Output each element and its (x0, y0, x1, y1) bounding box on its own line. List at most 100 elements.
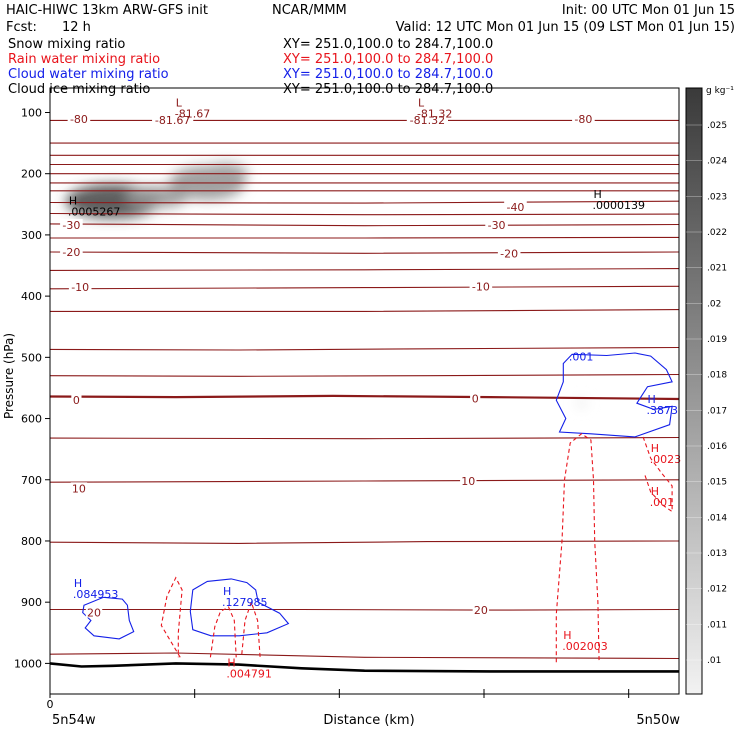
snow-shading (65, 162, 588, 409)
isotherm-label-bg (67, 113, 91, 125)
extremum-value: .002003 (562, 640, 608, 653)
extremum-value: .127985 (222, 596, 268, 609)
isotherm-label: 0 (472, 392, 479, 405)
colorbar-label: .012 (707, 585, 727, 595)
isotherm-label-bg (460, 474, 477, 486)
x-end-label: 5n50w (636, 713, 680, 728)
x-axis (49, 689, 630, 698)
extremum-marker: H (223, 585, 231, 598)
isotherm-label: -40 (506, 201, 524, 214)
plot-area: .001 -80 -80-81.67 -81.32-40-30 -30-20 -20-1… (14, 87, 681, 698)
isotherm-label: -10 (472, 280, 490, 293)
isotherm-label: -80 (574, 113, 592, 126)
extremum-marker: H (651, 485, 659, 498)
isotherm-label-bg (85, 606, 103, 618)
extremum-value: .001 (650, 496, 675, 509)
isotherm-label-bg (572, 113, 595, 125)
colorbar-label: .025 (707, 121, 727, 131)
init-label: Init: 00 UTC Mon 01 Jun 15 (562, 3, 735, 18)
isotherm-label: 10 (72, 482, 86, 495)
y-axis: 100 200 300 400 500 600 700 800 900 1000 (14, 106, 50, 670)
field-xy: XY= 251.0,100.0 to 284.7,100.0 (283, 82, 493, 97)
field-name: Cloud water mixing ratio (8, 67, 169, 82)
temperature-contours (49, 119, 680, 660)
isotherm-line (50, 236, 680, 239)
isotherm-label-bg (60, 246, 83, 258)
title-left: HAIC-HIWC 13km ARW-GFS init (6, 3, 208, 18)
x-origin-tick: 0 (47, 698, 54, 711)
isotherm-line (49, 540, 680, 544)
isotherm-label-bg (470, 392, 481, 404)
isotherm-line (50, 309, 680, 312)
rain-contour (209, 606, 237, 658)
field-name: Snow mixing ratio (8, 37, 125, 52)
colorbar-label: .013 (707, 549, 727, 559)
isotherm-label: -80 (70, 113, 88, 126)
extremum-value: .0000139 (592, 199, 645, 212)
extremum-marker: L (176, 96, 183, 109)
plot-frame (49, 87, 680, 695)
extremum-value: .3873 (647, 404, 679, 417)
terrain-line (49, 662, 679, 673)
isotherm-label: -30 (62, 219, 80, 232)
cloud-water-contour (189, 578, 290, 637)
colorbar-label: .01 (707, 656, 721, 666)
y-axis-title: Pressure (hPa) (2, 333, 16, 419)
isotherm-line (50, 608, 680, 611)
rain-contour (642, 436, 673, 513)
extrema-markers: L-81.67L-81.32H.0005267H.0000139H.3873H.… (68, 96, 681, 680)
extremum-marker: L (418, 96, 425, 109)
isotherm-label-bg (68, 280, 92, 292)
fcst-value: 12 h (62, 20, 91, 35)
y-tick-label: 500 (21, 351, 42, 364)
field-name: Cloud ice mixing ratio (8, 82, 150, 97)
isotherm-label: -81.32 (410, 114, 445, 127)
colorbar-label: .023 (707, 192, 727, 202)
extremum-value: .084953 (73, 588, 119, 601)
snow-blob (575, 398, 588, 409)
isotherm-line (49, 200, 680, 204)
contour-labels: -80 -80-81.67 -81.32-40-30 -30-20 -20-10 -100… (60, 113, 595, 620)
isotherm-line (49, 223, 680, 227)
fcst-label: Fcst: (6, 20, 37, 35)
y-tick-label: 400 (21, 290, 42, 303)
y-tick-label: 200 (21, 168, 42, 181)
extremum-marker: H (563, 629, 571, 642)
colorbar-label: .021 (707, 264, 727, 274)
cloud-water-contour (555, 352, 673, 438)
isotherm-line (49, 652, 680, 660)
y-tick-label: 900 (21, 596, 42, 609)
field-legend: Snow mixing ratio XY= 251.0,100.0 to 284.… (8, 37, 493, 97)
cloud-water-contour (82, 596, 135, 640)
y-tick-label: 100 (21, 106, 42, 119)
isotherm-line (49, 436, 680, 440)
rain-water-contours (160, 433, 673, 663)
extremum-marker: H (593, 188, 601, 201)
cloud-water-label: .001 (569, 350, 594, 363)
isotherm-label-bg (152, 113, 194, 125)
x-axis-title: Distance (km) (323, 713, 414, 728)
colorbar-label: .014 (707, 513, 727, 523)
colorbar-label: .017 (707, 406, 727, 416)
isotherm-label: 20 (87, 607, 101, 620)
isotherm-line (49, 285, 680, 290)
field-name: Rain water mixing ratio (8, 52, 160, 67)
isotherm-line (49, 212, 680, 216)
extremum-value: -81.67 (175, 107, 210, 120)
cloud-water-contours: .001 (82, 350, 673, 640)
isotherm-label-bg (472, 604, 490, 616)
y-tick-label: 700 (21, 474, 42, 487)
rain-contour (160, 576, 183, 658)
colorbar-label: .019 (707, 335, 727, 345)
isotherm-label: -20 (62, 246, 80, 259)
isotherm-label: -20 (500, 247, 518, 260)
isotherm-line (49, 479, 680, 483)
colorbar-label: .022 (707, 228, 727, 238)
terrain-surface (49, 662, 679, 673)
isotherm-line (49, 268, 680, 271)
isotherm-label: -10 (71, 281, 89, 294)
isotherm-label: 10 (461, 475, 475, 488)
isotherm-label: -81.67 (155, 114, 190, 127)
isotherm-label-bg (70, 482, 88, 494)
isotherm-line (49, 251, 680, 254)
